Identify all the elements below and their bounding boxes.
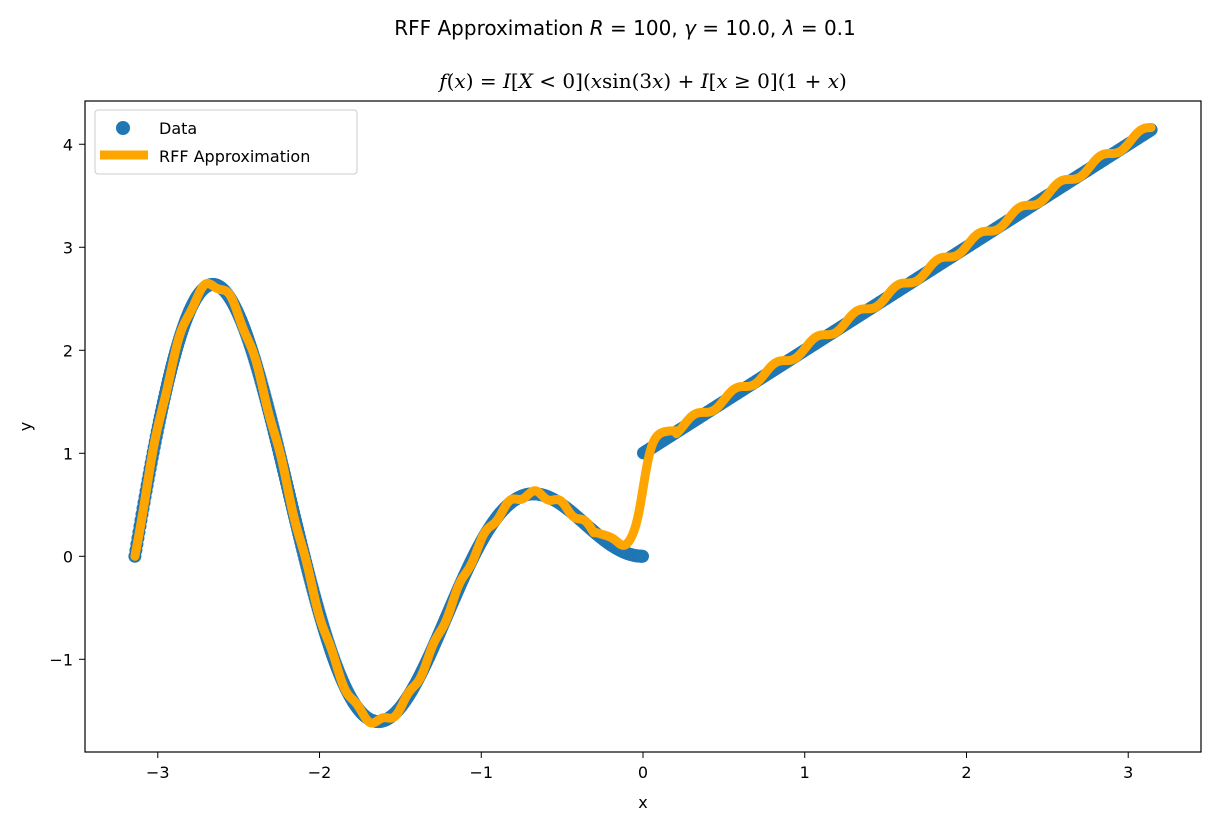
data-point	[635, 549, 649, 563]
x-tick-label: −1	[469, 763, 493, 782]
y-axis-label: y	[16, 422, 35, 431]
plot-area	[84, 100, 1202, 753]
legend-label-rff: RFF Approximation	[159, 147, 310, 166]
x-tick-label: 3	[1123, 763, 1133, 782]
legend-box	[94, 109, 358, 175]
y-tick-label: −1	[49, 650, 73, 669]
y-tick-label: 0	[63, 547, 73, 566]
y-tick-label: 1	[63, 444, 73, 463]
x-tick-label: 2	[961, 763, 971, 782]
y-tick-label: 2	[63, 341, 73, 360]
legend-label-data: Data	[159, 119, 197, 138]
y-tick-label: 4	[63, 135, 73, 154]
rff-approximation-line	[130, 123, 1156, 728]
legend: Data RFF Approximation	[94, 109, 358, 175]
y-tick-label: 3	[63, 238, 73, 257]
x-axis-ticks: −3 −2 −1 0 1 2 3	[146, 752, 1133, 782]
y-axis-ticks: −1 0 1 2 3 4	[49, 135, 85, 669]
x-tick-label: 0	[638, 763, 648, 782]
figure-suptitle: RFF Approximation R = 100, γ = 10.0, λ =…	[394, 16, 856, 40]
x-axis-label: x	[638, 793, 647, 812]
chart-title: f(x) = I[X < 0](xsin(3x) + I[x ≥ 0](1 + …	[437, 69, 847, 93]
x-tick-label: −3	[146, 763, 170, 782]
x-tick-label: 1	[800, 763, 810, 782]
x-tick-label: −2	[308, 763, 332, 782]
legend-marker-data	[116, 121, 130, 135]
